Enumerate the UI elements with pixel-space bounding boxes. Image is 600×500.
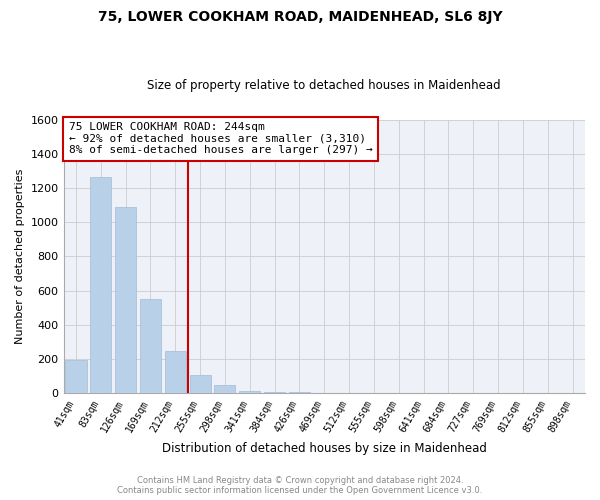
Bar [140,299,161,394]
Bar [190,376,211,394]
Bar [239,390,260,394]
Bar [90,177,112,394]
Bar [264,392,285,394]
Bar [314,393,335,394]
Text: 75, LOWER COOKHAM ROAD, MAIDENHEAD, SL6 8JY: 75, LOWER COOKHAM ROAD, MAIDENHEAD, SL6 … [98,10,502,24]
Title: Size of property relative to detached houses in Maidenhead: Size of property relative to detached ho… [148,79,501,92]
Y-axis label: Number of detached properties: Number of detached properties [15,168,25,344]
Bar [165,350,186,394]
Bar [115,207,136,394]
Text: 75 LOWER COOKHAM ROAD: 244sqm
← 92% of detached houses are smaller (3,310)
8% of: 75 LOWER COOKHAM ROAD: 244sqm ← 92% of d… [69,122,373,156]
Text: Contains HM Land Registry data © Crown copyright and database right 2024.
Contai: Contains HM Land Registry data © Crown c… [118,476,482,495]
Bar [65,360,86,394]
Bar [214,384,235,394]
X-axis label: Distribution of detached houses by size in Maidenhead: Distribution of detached houses by size … [162,442,487,455]
Bar [289,392,310,394]
